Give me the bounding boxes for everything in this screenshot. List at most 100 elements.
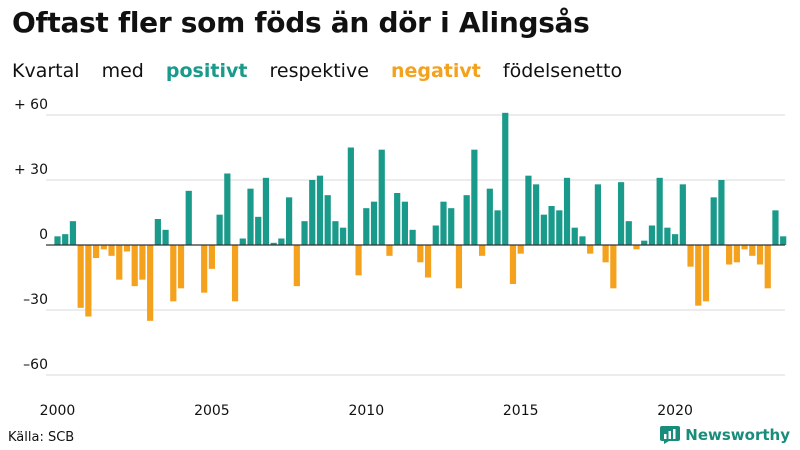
bar-negative [293,245,300,287]
bar-positive [540,214,547,245]
bar-positive [579,236,586,245]
bar-positive [309,180,316,245]
bar-negative [633,245,640,250]
bar-positive [54,236,61,245]
bar-positive [270,242,277,245]
bar-positive [340,227,347,245]
chart-title: Oftast fler som föds än dör i Alingsås [12,6,590,39]
subtitle-negative-label: negativt [390,60,481,82]
bar-negative [687,245,694,267]
bar-positive [154,219,161,245]
bar-positive [62,234,69,245]
bar-positive [247,188,254,245]
bar-positive [394,193,401,245]
bar-negative [177,245,185,289]
x-tick-label: 2010 [348,403,384,419]
bar-positive [571,227,578,245]
bar-positive [363,208,370,245]
bar-positive [648,225,656,245]
bar-positive [502,112,509,245]
bar-negative [587,245,594,254]
y-tick-label: 0 [39,227,48,243]
bar-negative [93,245,100,258]
bar-negative [517,245,524,254]
bar-positive [409,229,416,245]
bar-positive [625,221,632,245]
bar-positive [401,201,408,245]
bar-positive [324,195,331,245]
bar-positive [563,177,571,245]
source-note: Källa: SCB [8,430,75,445]
bar-positive [255,216,262,245]
subtitle-word: med [101,60,144,82]
bar-positive [432,225,439,245]
bar-negative [695,245,702,306]
bar-negative [479,245,486,256]
bar-positive [772,210,779,245]
bar-positive [69,221,77,245]
bar-negative [85,245,92,317]
bar-negative [726,245,733,265]
bar-negative [100,245,107,250]
subtitle-word: Kvartal [12,60,80,82]
bar-negative [424,245,432,278]
bar-negative [764,245,771,289]
bar-positive [594,184,601,245]
bar-negative [749,245,756,256]
bar-positive [239,238,246,245]
y-tick-label: –30 [23,292,48,308]
bar-positive [672,234,679,245]
x-tick-label: 2020 [657,403,693,419]
bar-negative [741,245,748,250]
bar-positive [494,210,501,245]
bar-positive [378,149,385,245]
bar-positive [448,208,455,245]
bar-positive [718,180,725,245]
bar-negative [77,245,84,308]
subtitle-word: födelsenetto [502,60,623,82]
bar-positive [525,175,532,245]
bar-positive [262,177,270,245]
bar-negative [602,245,609,263]
subtitle-word: respektive [269,60,369,82]
bar-positive [463,195,470,245]
bar-negative [386,245,393,256]
chart-subtitle: Kvartal med positivt respektive negativt… [12,60,636,82]
bar-positive [332,221,339,245]
bar-positive [641,240,648,245]
bar-negative [123,245,131,252]
y-tick-label: –60 [23,357,48,373]
bar-negative [116,245,123,280]
bar-negative [455,245,463,289]
bar-negative [733,245,740,263]
bar-positive [710,197,717,245]
newsworthy-logo-icon [660,426,681,444]
bar-positive [556,210,563,245]
bar-positive [548,206,555,245]
y-tick-label: + 60 [14,97,48,113]
bar-positive [370,201,378,245]
bar-positive [224,173,231,245]
x-tick-label: 2005 [194,403,230,419]
bar-negative [231,245,239,302]
bar-negative [610,245,617,289]
brand-name: Newsworthy [685,426,790,444]
subtitle-positive-label: positivt [165,60,248,82]
x-tick-label: 2000 [40,403,76,419]
bar-positive [286,197,293,245]
bar-negative [147,245,154,321]
bar-negative [509,245,517,284]
bar-negative [108,245,115,256]
bar-positive [440,201,447,245]
bar-positive [486,188,493,245]
bar-positive [617,182,625,245]
bar-negative [756,245,764,265]
bar-negative [139,245,146,280]
y-tick-label: + 30 [14,162,48,178]
bar-positive [664,227,671,245]
bar-negative [131,245,138,287]
bar-negative [702,245,710,302]
bar-positive [471,149,478,245]
bar-positive [533,184,540,245]
